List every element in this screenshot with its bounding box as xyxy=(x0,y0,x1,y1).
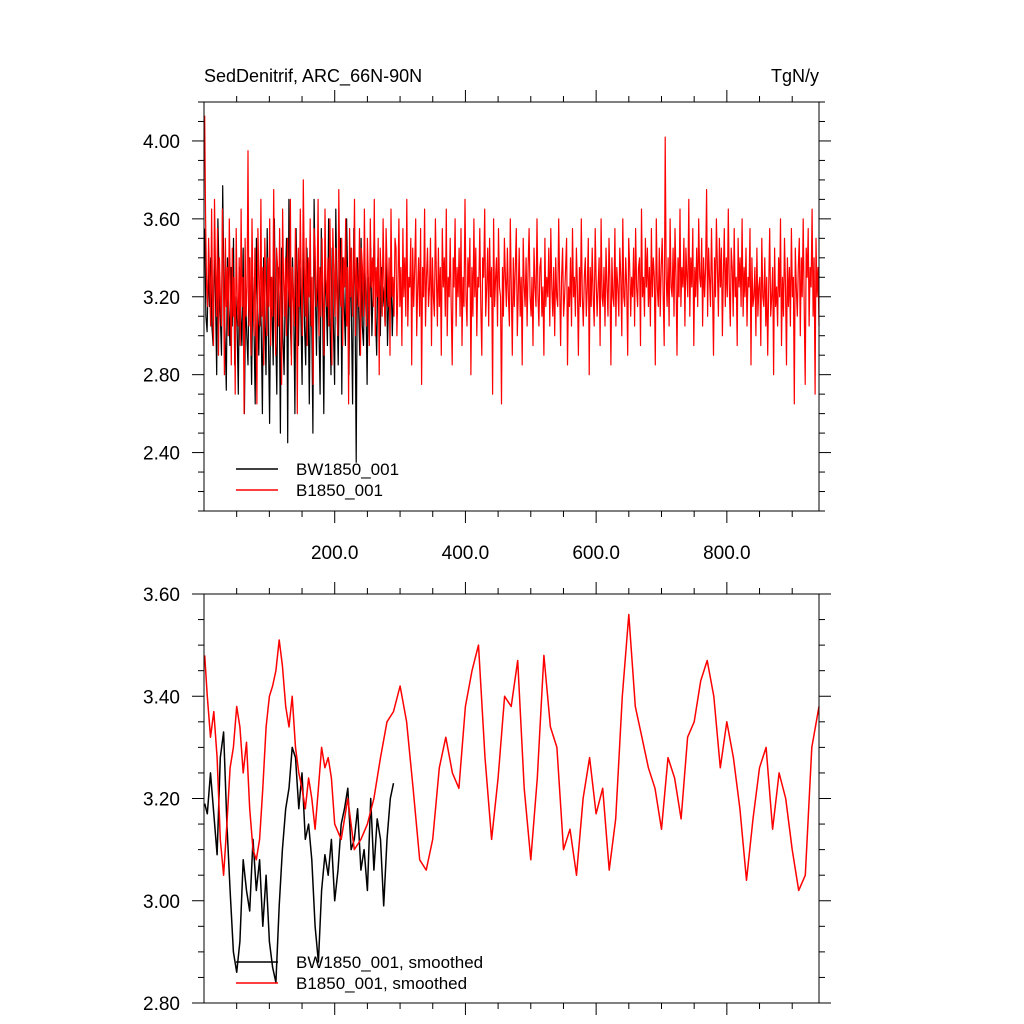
series-line-1 xyxy=(204,115,820,415)
y-tick-label: 3.20 xyxy=(143,790,180,811)
x-tick-label: 800.0 xyxy=(703,543,751,564)
y-tick-label: 3.40 xyxy=(143,687,180,708)
y-tick-label: 3.00 xyxy=(143,892,180,913)
legend-label: BW1850_001, smoothed xyxy=(296,953,483,972)
top-axis-ticks: 2.40 2.80 3.20 3.60 4.00 200.0 400.0 600.0 800.0 xyxy=(143,90,831,564)
legend-label: BW1850_001 xyxy=(296,460,399,479)
legend-label: B1850_001, smoothed xyxy=(296,974,467,993)
bottom-legend: BW1850_001, smoothed B1850_001, smoothed xyxy=(236,953,483,993)
bottom-plot-frame xyxy=(203,593,820,1004)
series-line-1 xyxy=(203,613,820,892)
x-tick-label: 600.0 xyxy=(572,543,620,564)
y-tick-label: 2.80 xyxy=(143,366,180,387)
top-plot-frame xyxy=(203,101,820,512)
x-tick-label: 400.0 xyxy=(442,543,490,564)
series-line-0 xyxy=(203,731,395,984)
bottom-panel: 2.80 3.00 3.20 3.40 3.60 BW1850_001, smoothe… xyxy=(143,582,831,1015)
top-panel-title: SedDenitrif, ARC_66N-90N xyxy=(204,66,422,87)
top-panel: SedDenitrif, ARC_66N-90N TgN/y 2.40 2.80 3… xyxy=(143,66,831,564)
y-tick-label: 3.20 xyxy=(143,288,180,309)
y-tick-label: 3.60 xyxy=(143,585,180,606)
x-tick-label: 200.0 xyxy=(311,543,359,564)
y-tick-label: 3.60 xyxy=(143,210,180,231)
bottom-series-group xyxy=(203,613,820,984)
y-tick-label: 2.40 xyxy=(143,444,180,465)
y-tick-label: 4.00 xyxy=(143,132,180,153)
y-tick-label: 2.80 xyxy=(143,994,180,1015)
top-series-group xyxy=(204,115,820,463)
legend-label: B1850_001 xyxy=(296,481,383,500)
top-panel-units: TgN/y xyxy=(771,66,819,86)
bottom-axis-ticks: 2.80 3.00 3.20 3.40 3.60 xyxy=(143,582,831,1015)
top-legend: BW1850_001 B1850_001 xyxy=(236,460,399,500)
